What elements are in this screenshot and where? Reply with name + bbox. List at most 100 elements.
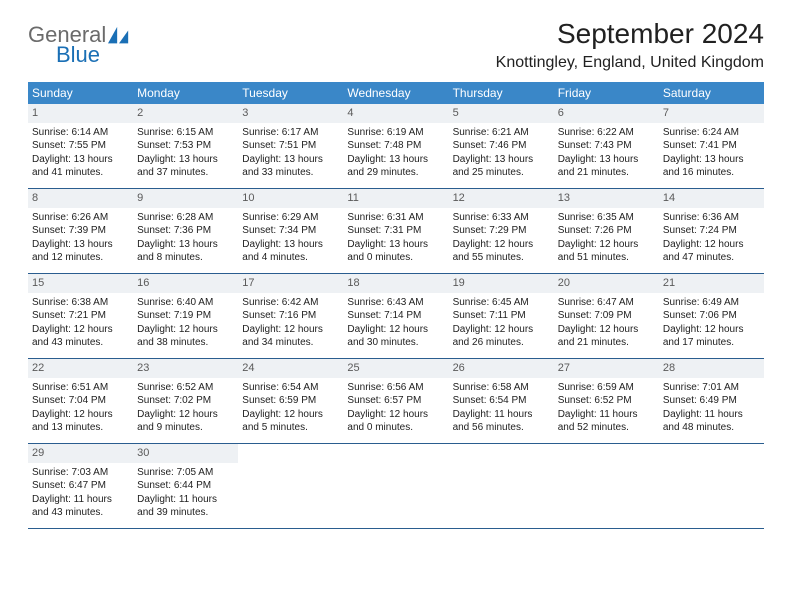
daylight-line: Daylight: 11 hours and 43 minutes.: [32, 493, 129, 520]
sunrise-line: Sunrise: 6:42 AM: [242, 296, 339, 310]
sunset-line: Sunset: 7:53 PM: [137, 139, 234, 153]
sunrise-line: Sunrise: 6:28 AM: [137, 211, 234, 225]
calendar-week: 8Sunrise: 6:26 AMSunset: 7:39 PMDaylight…: [28, 189, 764, 274]
daylight-line: Daylight: 12 hours and 30 minutes.: [347, 323, 444, 350]
daylight-line: Daylight: 13 hours and 41 minutes.: [32, 153, 129, 180]
page-title: September 2024: [496, 18, 764, 50]
daylight-line: Daylight: 13 hours and 21 minutes.: [558, 153, 655, 180]
dow-header: Friday: [554, 82, 659, 104]
daylight-line: Daylight: 12 hours and 51 minutes.: [558, 238, 655, 265]
sunset-line: Sunset: 7:41 PM: [663, 139, 760, 153]
calendar-day: 20Sunrise: 6:47 AMSunset: 7:09 PMDayligh…: [554, 274, 659, 358]
sunset-line: Sunset: 7:39 PM: [32, 224, 129, 238]
sunset-line: Sunset: 7:16 PM: [242, 309, 339, 323]
calendar-day: 4 Sunrise: 6:19 AMSunset: 7:48 PMDaylight…: [343, 104, 448, 188]
dow-header-row: SundayMondayTuesdayWednesdayThursdayFrid…: [28, 82, 764, 104]
calendar-day: 8 Sunrise: 6:26 AMSunset: 7:39 PMDaylight…: [28, 189, 133, 273]
sunrise-line: Sunrise: 6:38 AM: [32, 296, 129, 310]
calendar: SundayMondayTuesdayWednesdayThursdayFrid…: [28, 82, 764, 529]
daylight-line: Daylight: 12 hours and 26 minutes.: [453, 323, 550, 350]
calendar-weeks: 1Sunrise: 6:14 AMSunset: 7:55 PMDaylight…: [28, 104, 764, 529]
daylight-line: Daylight: 13 hours and 16 minutes.: [663, 153, 760, 180]
calendar-day-empty: [343, 444, 448, 528]
calendar-day-empty: [449, 444, 554, 528]
calendar-day: 14Sunrise: 6:36 AMSunset: 7:24 PMDayligh…: [659, 189, 764, 273]
calendar-day: 6Sunrise: 6:22 AMSunset: 7:43 PMDaylight…: [554, 104, 659, 188]
day-number: 7: [659, 104, 764, 123]
day-number: 27: [554, 359, 659, 378]
daylight-line: Daylight: 11 hours and 56 minutes.: [453, 408, 550, 435]
sunrise-line: Sunrise: 6:14 AM: [32, 126, 129, 140]
calendar-day-empty: [554, 444, 659, 528]
sunset-line: Sunset: 7:29 PM: [453, 224, 550, 238]
calendar-week: 22Sunrise: 6:51 AMSunset: 7:04 PMDayligh…: [28, 359, 764, 444]
day-number: 16: [133, 274, 238, 293]
day-number: 3: [238, 104, 343, 123]
dow-header: Tuesday: [238, 82, 343, 104]
sunrise-line: Sunrise: 6:51 AM: [32, 381, 129, 395]
sunrise-line: Sunrise: 6:43 AM: [347, 296, 444, 310]
sunrise-line: Sunrise: 6:26 AM: [32, 211, 129, 225]
daylight-line: Daylight: 12 hours and 17 minutes.: [663, 323, 760, 350]
calendar-day: 30Sunrise: 7:05 AMSunset: 6:44 PMDayligh…: [133, 444, 238, 528]
sunset-line: Sunset: 7:24 PM: [663, 224, 760, 238]
calendar-day: 27Sunrise: 6:59 AMSunset: 6:52 PMDayligh…: [554, 359, 659, 443]
daylight-line: Daylight: 12 hours and 43 minutes.: [32, 323, 129, 350]
day-number: 21: [659, 274, 764, 293]
day-number: 13: [554, 189, 659, 208]
day-number: 22: [28, 359, 133, 378]
sunset-line: Sunset: 6:59 PM: [242, 394, 339, 408]
daylight-line: Daylight: 12 hours and 13 minutes.: [32, 408, 129, 435]
day-number: 14: [659, 189, 764, 208]
sunset-line: Sunset: 7:36 PM: [137, 224, 234, 238]
calendar-day: 1Sunrise: 6:14 AMSunset: 7:55 PMDaylight…: [28, 104, 133, 188]
sunrise-line: Sunrise: 6:15 AM: [137, 126, 234, 140]
sunset-line: Sunset: 7:21 PM: [32, 309, 129, 323]
daylight-line: Daylight: 13 hours and 4 minutes.: [242, 238, 339, 265]
sunset-line: Sunset: 7:46 PM: [453, 139, 550, 153]
calendar-day: 10Sunrise: 6:29 AMSunset: 7:34 PMDayligh…: [238, 189, 343, 273]
sunrise-line: Sunrise: 7:03 AM: [32, 466, 129, 480]
day-number: 20: [554, 274, 659, 293]
day-number: 28: [659, 359, 764, 378]
day-number: 12: [449, 189, 554, 208]
calendar-day: 2Sunrise: 6:15 AMSunset: 7:53 PMDaylight…: [133, 104, 238, 188]
daylight-line: Daylight: 13 hours and 25 minutes.: [453, 153, 550, 180]
calendar-day: 17Sunrise: 6:42 AMSunset: 7:16 PMDayligh…: [238, 274, 343, 358]
daylight-line: Daylight: 13 hours and 29 minutes.: [347, 153, 444, 180]
sunset-line: Sunset: 6:57 PM: [347, 394, 444, 408]
daylight-line: Daylight: 12 hours and 9 minutes.: [137, 408, 234, 435]
sunrise-line: Sunrise: 6:52 AM: [137, 381, 234, 395]
day-number: 17: [238, 274, 343, 293]
day-number: 24: [238, 359, 343, 378]
daylight-line: Daylight: 13 hours and 12 minutes.: [32, 238, 129, 265]
day-number: 25: [343, 359, 448, 378]
sunset-line: Sunset: 7:04 PM: [32, 394, 129, 408]
sunset-line: Sunset: 7:09 PM: [558, 309, 655, 323]
day-number: 8: [28, 189, 133, 208]
page-subtitle: Knottingley, England, United Kingdom: [496, 54, 764, 72]
calendar-day-empty: [659, 444, 764, 528]
sunset-line: Sunset: 7:51 PM: [242, 139, 339, 153]
daylight-line: Daylight: 12 hours and 5 minutes.: [242, 408, 339, 435]
sunset-line: Sunset: 7:34 PM: [242, 224, 339, 238]
sunrise-line: Sunrise: 6:21 AM: [453, 126, 550, 140]
calendar-week: 1Sunrise: 6:14 AMSunset: 7:55 PMDaylight…: [28, 104, 764, 189]
calendar-day: 25Sunrise: 6:56 AMSunset: 6:57 PMDayligh…: [343, 359, 448, 443]
calendar-day: 16Sunrise: 6:40 AMSunset: 7:19 PMDayligh…: [133, 274, 238, 358]
sunset-line: Sunset: 7:48 PM: [347, 139, 444, 153]
sunrise-line: Sunrise: 6:49 AM: [663, 296, 760, 310]
sunrise-line: Sunrise: 6:59 AM: [558, 381, 655, 395]
day-number: 4: [343, 104, 448, 123]
sunset-line: Sunset: 7:19 PM: [137, 309, 234, 323]
sunset-line: Sunset: 6:44 PM: [137, 479, 234, 493]
sunrise-line: Sunrise: 6:33 AM: [453, 211, 550, 225]
calendar-day: 7Sunrise: 6:24 AMSunset: 7:41 PMDaylight…: [659, 104, 764, 188]
calendar-day: 26Sunrise: 6:58 AMSunset: 6:54 PMDayligh…: [449, 359, 554, 443]
daylight-line: Daylight: 11 hours and 39 minutes.: [137, 493, 234, 520]
calendar-week: 15Sunrise: 6:38 AMSunset: 7:21 PMDayligh…: [28, 274, 764, 359]
calendar-day: 9Sunrise: 6:28 AMSunset: 7:36 PMDaylight…: [133, 189, 238, 273]
sunrise-line: Sunrise: 6:19 AM: [347, 126, 444, 140]
daylight-line: Daylight: 11 hours and 52 minutes.: [558, 408, 655, 435]
calendar-day: 15Sunrise: 6:38 AMSunset: 7:21 PMDayligh…: [28, 274, 133, 358]
